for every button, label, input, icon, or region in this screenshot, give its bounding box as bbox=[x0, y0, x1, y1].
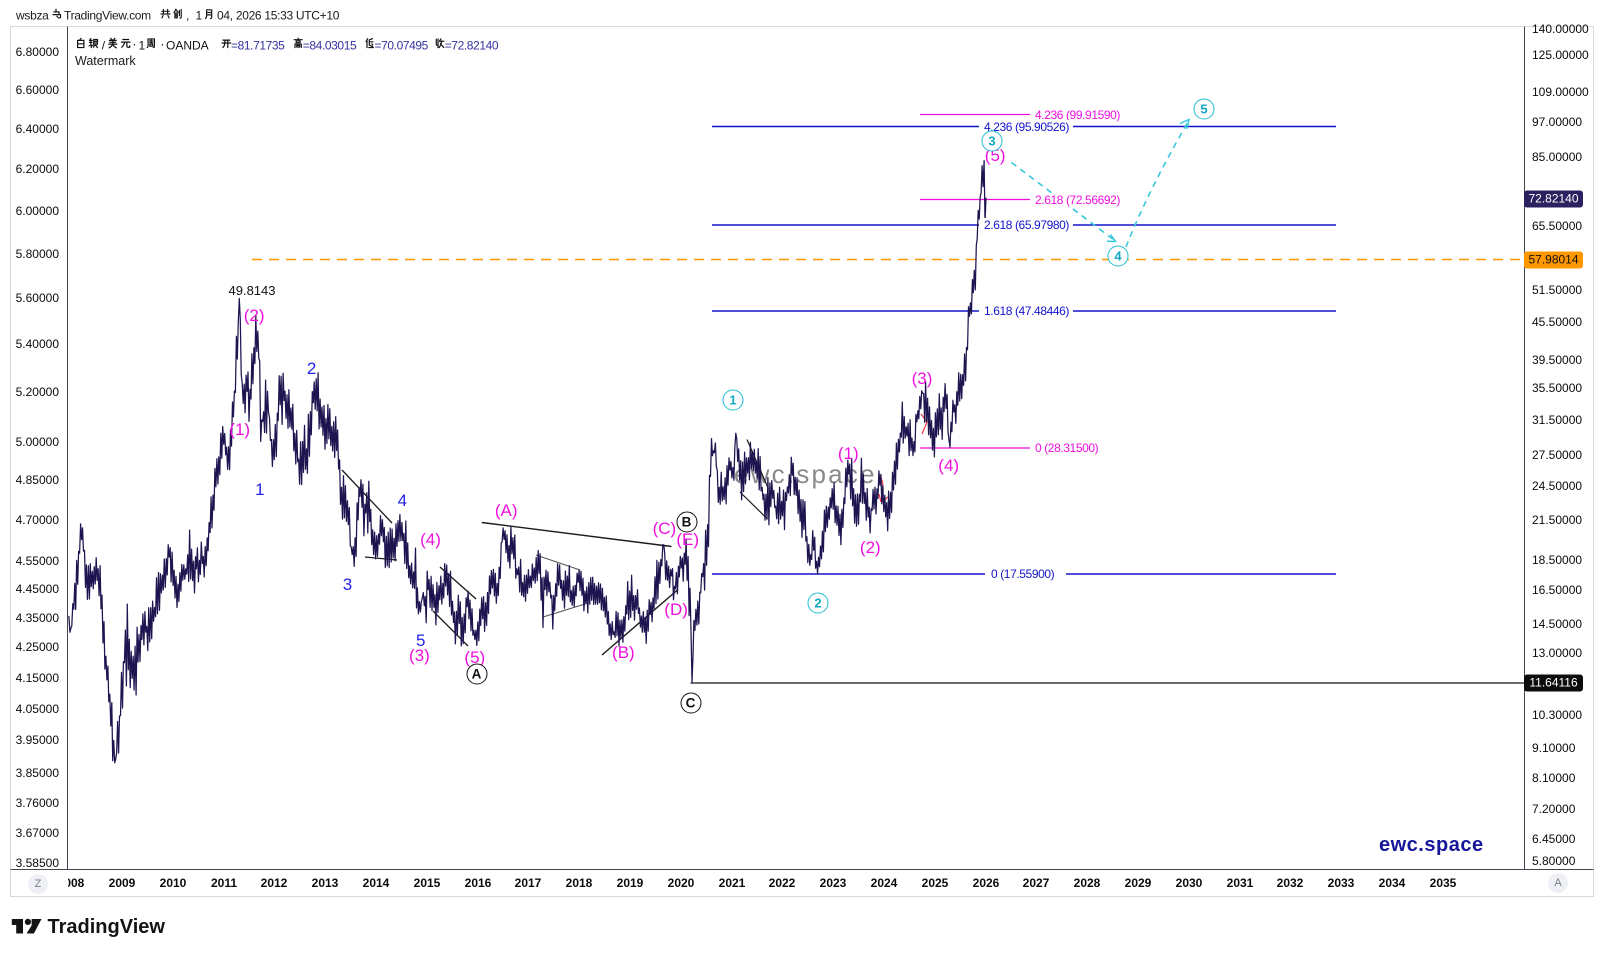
svg-text:TradingView.com: TradingView.com bbox=[64, 9, 151, 23]
svg-text:·: · bbox=[160, 37, 164, 52]
svg-text:=81.71735: =81.71735 bbox=[231, 39, 285, 53]
svg-text:=72.82140: =72.82140 bbox=[445, 39, 499, 53]
svg-text:/: / bbox=[102, 39, 106, 53]
svg-text:OANDA: OANDA bbox=[166, 39, 209, 53]
svg-text:TradingView: TradingView bbox=[48, 916, 166, 938]
svg-text:·: · bbox=[132, 37, 136, 52]
svg-text:=70.07495: =70.07495 bbox=[375, 39, 429, 53]
svg-text:=84.03015: =84.03015 bbox=[303, 39, 357, 53]
svg-text:04, 2026 15:33 UTC+10: 04, 2026 15:33 UTC+10 bbox=[217, 9, 340, 23]
svg-text:wsbza: wsbza bbox=[16, 9, 49, 23]
svg-text:,: , bbox=[186, 9, 189, 23]
svg-text:1: 1 bbox=[139, 39, 146, 53]
svg-text:1: 1 bbox=[196, 9, 203, 23]
